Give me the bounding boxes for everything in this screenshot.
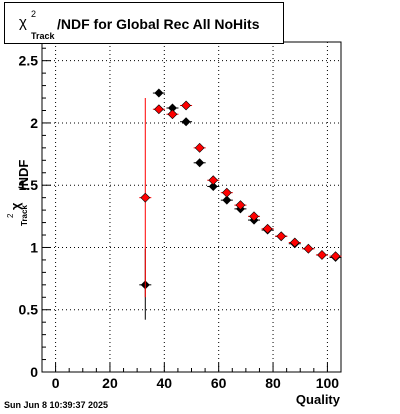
data-point-red bbox=[276, 231, 287, 242]
data-point-red bbox=[330, 251, 341, 262]
data-point-red bbox=[167, 109, 178, 120]
y-axis-label-subscript: Track bbox=[20, 205, 29, 226]
data-point-red bbox=[235, 200, 246, 211]
data-point-red bbox=[303, 243, 314, 254]
data-point-red bbox=[249, 211, 259, 222]
x-tick-label: 0 bbox=[52, 375, 60, 391]
timestamp: Sun Jun 8 10:39:37 2025 bbox=[4, 400, 109, 410]
y-tick-label: 0 bbox=[30, 364, 38, 380]
x-tick-label: 20 bbox=[102, 375, 118, 391]
data-point-red bbox=[194, 142, 205, 153]
data-point-black bbox=[181, 117, 191, 127]
y-axis-label-superscript: 2 bbox=[6, 213, 15, 218]
data-point-black bbox=[154, 88, 164, 98]
x-tick-label: 80 bbox=[265, 375, 281, 391]
data-point-black bbox=[195, 158, 205, 168]
y-axis-label: χ 2 Track /NDF bbox=[6, 114, 31, 226]
data-point-black bbox=[222, 195, 232, 205]
x-axis-label: Quality bbox=[295, 392, 340, 407]
y-tick-label: 2 bbox=[30, 115, 38, 131]
chart-title: /NDF for Global Rec All NoHits bbox=[57, 16, 260, 32]
x-tick-label: 60 bbox=[211, 375, 227, 391]
data-point-black bbox=[208, 181, 218, 191]
data-point-red bbox=[181, 100, 191, 111]
title-box: χ 2 Track /NDF for Global Rec All NoHits bbox=[4, 2, 284, 44]
y-axis-label-text: /NDF bbox=[16, 159, 31, 190]
data-point-red bbox=[262, 223, 273, 234]
y-tick-label: 1.5 bbox=[19, 177, 39, 193]
tick-labels: 0 20 40 60 80 100 0 0.5 1 1.5 2 2.5 bbox=[19, 53, 340, 391]
x-tick-label: 100 bbox=[316, 375, 340, 391]
data-point-red bbox=[289, 237, 300, 248]
plot-frame bbox=[41, 41, 342, 373]
data-point-red bbox=[317, 250, 327, 260]
data-point-red bbox=[208, 175, 219, 186]
title-superscript: 2 bbox=[31, 9, 37, 19]
y-tick-label: 1 bbox=[30, 239, 38, 255]
data-point-red bbox=[140, 192, 151, 203]
data-point-red bbox=[153, 104, 164, 115]
y-tick-label: 0.5 bbox=[19, 302, 39, 318]
x-tick-label: 40 bbox=[157, 375, 173, 391]
title-chi: χ bbox=[19, 14, 27, 31]
y-tick-label: 2.5 bbox=[19, 53, 39, 69]
data-point-red bbox=[221, 187, 232, 198]
data-marks bbox=[139, 88, 342, 320]
ticks bbox=[42, 47, 328, 373]
data-point-black bbox=[167, 103, 177, 113]
title-subscript: Track bbox=[31, 31, 55, 41]
